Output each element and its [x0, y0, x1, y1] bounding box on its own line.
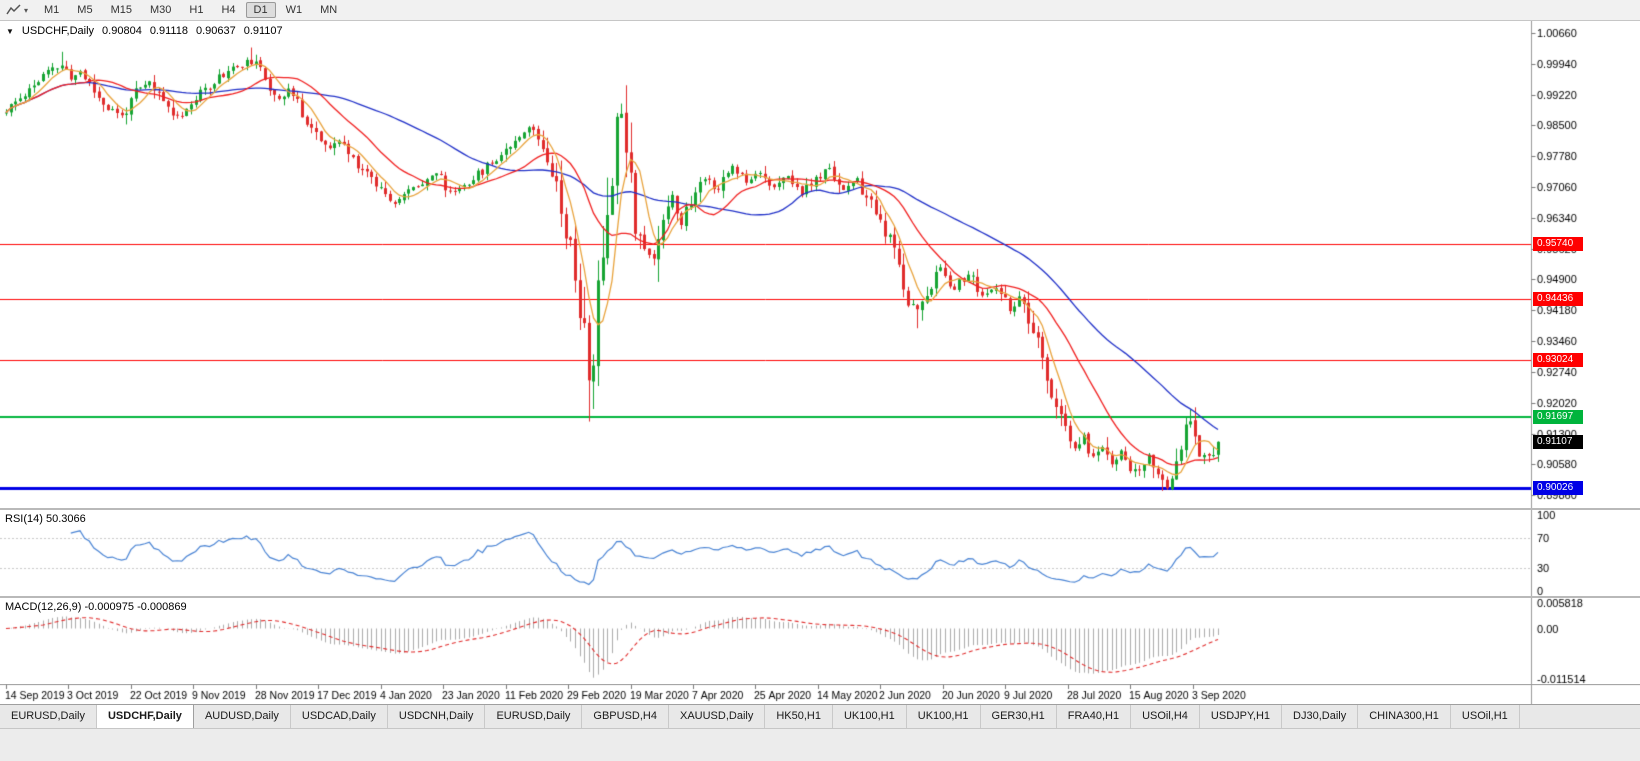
timeframe-toolbar: ▾ M1 M5 M15 M30 H1 H4 D1 W1 MN — [0, 0, 1640, 21]
one-click-trading-arrow-icon[interactable]: ▼ — [6, 26, 14, 36]
current-price-badge: 0.91107 — [1533, 434, 1583, 449]
main-chart-panel: ▼ USDCHF,Daily 0.90804 0.91118 0.90637 0… — [0, 21, 1640, 508]
time-axis-canvas[interactable] — [0, 684, 1640, 704]
rsi-panel: RSI(14) 50.3066 — [0, 510, 1640, 596]
chart-tab-16-china300-h1[interactable]: CHINA300,H1 — [1358, 705, 1451, 728]
macd-label: MACD(12,26,9) -0.000975 -0.000869 — [5, 601, 187, 613]
rsi-label: RSI(14) 50.3066 — [5, 513, 86, 525]
macd-canvas[interactable] — [0, 598, 1640, 684]
chart-tab-1-usdchf-daily[interactable]: USDCHF,Daily — [96, 705, 194, 728]
chart-tab-17-usoil-h1[interactable]: USOil,H1 — [1451, 705, 1520, 728]
timeframe-button-m1[interactable]: M1 — [44, 4, 60, 16]
price-level-badge: 0.90026 — [1533, 481, 1583, 496]
chart-tab-bar: EURUSD,Daily USDCHF,Daily AUDUSD,Daily USDC… — [0, 704, 1640, 728]
rsi-canvas[interactable] — [0, 510, 1640, 596]
time-axis[interactable] — [0, 684, 1640, 704]
chart-tab-6-gbpusd-h4[interactable]: GBPUSD,H4 — [582, 705, 669, 728]
chart-tab-0-eurusd-daily[interactable]: EURUSD,Daily — [0, 705, 97, 728]
chart-tab-4-usdcnh-daily[interactable]: USDCNH,Daily — [388, 705, 486, 728]
chart-tab-7-xauusd-daily[interactable]: XAUUSD,Daily — [669, 705, 766, 728]
chart-tab-3-usdcad-daily[interactable]: USDCAD,Daily — [291, 705, 388, 728]
timeframe-button-d1[interactable]: D1 — [245, 2, 276, 18]
chart-tab-5-eurusd-daily[interactable]: EURUSD,Daily — [485, 705, 583, 728]
timeframe-button-h1[interactable]: H1 — [189, 4, 204, 16]
timeframe-button-m15[interactable]: M15 — [110, 4, 132, 16]
panel-divider[interactable] — [0, 596, 1640, 598]
chart-symbol-label: USDCHF,Daily — [21, 25, 95, 37]
price-level-badge: 0.94436 — [1533, 292, 1583, 307]
price-level-badge: 0.95740 — [1533, 236, 1583, 251]
chart-tab-12-fra40-h1[interactable]: FRA40,H1 — [1057, 705, 1132, 728]
price-chart-canvas[interactable] — [0, 21, 1640, 508]
chart-tab-15-dj30-daily[interactable]: DJ30,Daily — [1282, 705, 1359, 728]
chart-line-icon[interactable] — [4, 1, 24, 19]
chart-tab-11-ger30-h1[interactable]: GER30,H1 — [981, 705, 1057, 728]
chart-tab-13-usoil-h4[interactable]: USOil,H4 — [1131, 705, 1200, 728]
chart-tab-14-usdjpy-h1[interactable]: USDJPY,H1 — [1200, 705, 1283, 728]
ohlc-open: 0.90804 — [102, 25, 142, 37]
chart-tab-8-hk50-h1[interactable]: HK50,H1 — [765, 705, 833, 728]
ohlc-high: 0.91118 — [149, 25, 188, 37]
timeframe-button-h4[interactable]: H4 — [221, 4, 236, 16]
chart-tab-9-uk100-h1[interactable]: UK100,H1 — [833, 705, 907, 728]
chart-tab-2-audusd-daily[interactable]: AUDUSD,Daily — [194, 705, 291, 728]
chart-ohlc-header: ▼ USDCHF,Daily 0.90804 0.91118 0.90637 0… — [6, 25, 283, 37]
timeframe-button-w1[interactable]: W1 — [285, 4, 303, 16]
ohlc-close: 0.91107 — [243, 25, 283, 37]
ohlc-low: 0.90637 — [195, 25, 236, 37]
timeframe-buttons: M1 M5 M15 M30 H1 H4 D1 W1 MN — [36, 2, 345, 18]
price-level-badge: 0.91697 — [1533, 409, 1583, 424]
macd-panel: MACD(12,26,9) -0.000975 -0.000869 — [0, 598, 1640, 684]
timeframe-button-m30[interactable]: M30 — [149, 4, 172, 16]
timeframe-button-m5[interactable]: M5 — [77, 4, 93, 16]
chart-tab-10-uk100-h1[interactable]: UK100,H1 — [907, 705, 981, 728]
price-level-badge: 0.93024 — [1533, 352, 1583, 367]
panel-divider[interactable] — [0, 508, 1640, 510]
status-bar — [0, 728, 1640, 761]
chevron-down-icon[interactable]: ▾ — [24, 5, 29, 15]
timeframe-button-mn[interactable]: MN — [320, 4, 338, 16]
